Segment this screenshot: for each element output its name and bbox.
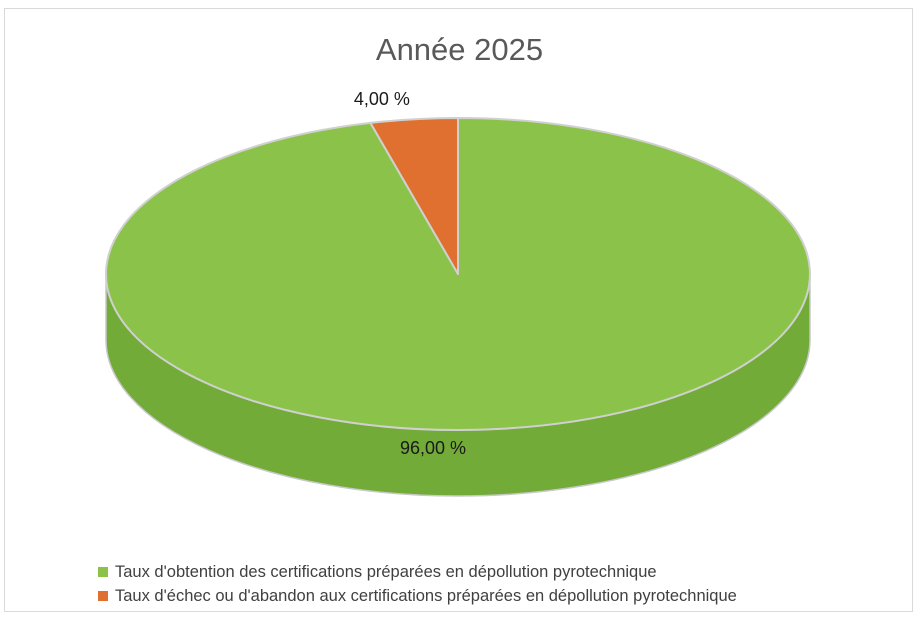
legend-item-success: Taux d'obtention des certifications prép…: [98, 560, 737, 584]
chart-title: Année 2025: [375, 32, 544, 67]
pie-slice-1: [369, 117, 459, 275]
data-label-0: 96,00 %: [400, 438, 466, 458]
legend-label-failure: Taux d'échec ou d'abandon aux certificat…: [115, 586, 737, 605]
legend-swatch-failure: [98, 591, 108, 601]
legend-swatch-success: [98, 567, 108, 577]
pie-layer: [105, 117, 811, 497]
legend: Taux d'obtention des certifications prép…: [98, 560, 737, 608]
data-label-1: 4,00 %: [354, 89, 410, 109]
data-labels: 96,00 % 4,00 %: [354, 89, 466, 458]
legend-item-failure: Taux d'échec ou d'abandon aux certificat…: [98, 584, 737, 608]
legend-label-success: Taux d'obtention des certifications prép…: [115, 562, 657, 581]
